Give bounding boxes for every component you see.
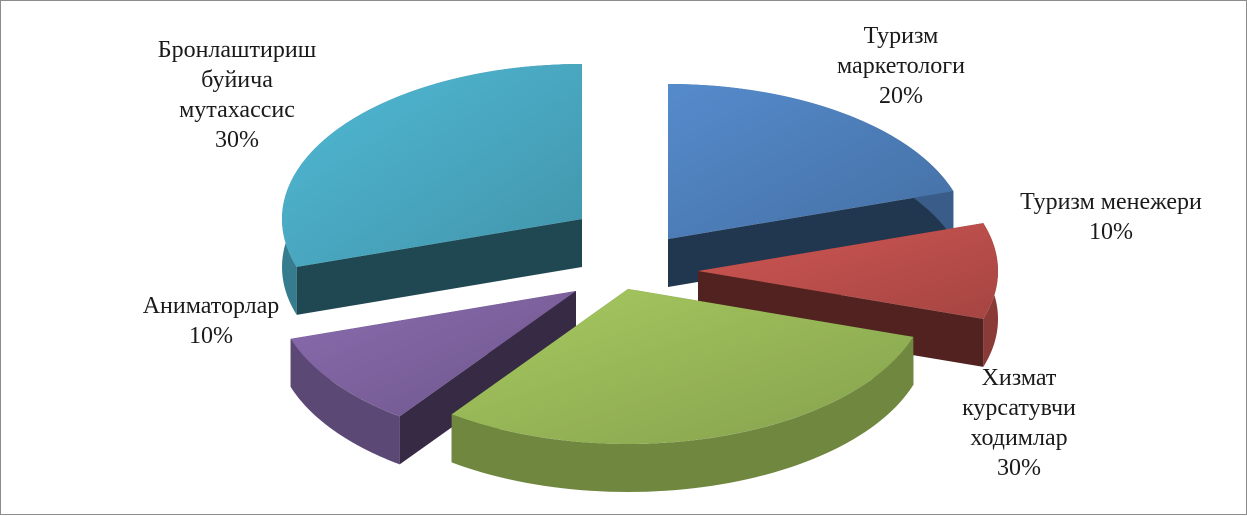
data-label-category: Аниматорлар <box>143 293 280 319</box>
pie-slice-side-face <box>296 219 582 315</box>
data-label-value: 30% <box>215 127 259 153</box>
data-label-value: 10% <box>189 323 233 349</box>
data-label-value: 20% <box>879 83 923 109</box>
data-label-category: курсатувчи <box>962 395 1076 421</box>
data-label-value: 30% <box>997 455 1041 481</box>
pie-slice-outer-wall <box>451 336 914 492</box>
pie-slice-2 <box>698 223 998 319</box>
data-label-1: Туризм маркетологи 20% <box>837 23 965 109</box>
data-label-5: Бронлаштириш буйича мутахассис 30% <box>158 37 317 153</box>
data-label-2: Туризм менежери 10% <box>1020 189 1202 245</box>
data-label-3: Хизмат курсатувчи ходимлар 30% <box>962 365 1076 481</box>
pie-slice-1 <box>668 84 954 239</box>
data-label-category: буйича <box>201 67 273 93</box>
pie-slice-5 <box>281 64 582 267</box>
data-label-category: Хизмат <box>982 365 1057 391</box>
pie-tops <box>281 64 998 445</box>
data-label-4: Аниматорлар 10% <box>143 293 280 349</box>
data-label-category: Бронлаштириш <box>158 37 317 63</box>
pie-labels: Туризм маркетологи 20% Туризм менежери 10% Хи… <box>143 23 1202 481</box>
pie-slice-outer-wall <box>290 338 400 465</box>
pie-slice-3 <box>451 289 914 445</box>
pie-slice-4 <box>290 291 576 417</box>
data-label-category: Туризм менежери <box>1020 189 1202 215</box>
data-label-category: мутахассис <box>179 97 295 123</box>
data-label-category: ходимлар <box>970 425 1067 451</box>
data-label-category: Туризм <box>864 23 939 49</box>
data-label-value: 10% <box>1089 219 1133 245</box>
pie-slice-side-face <box>668 191 954 287</box>
data-label-category: маркетологи <box>837 53 965 79</box>
